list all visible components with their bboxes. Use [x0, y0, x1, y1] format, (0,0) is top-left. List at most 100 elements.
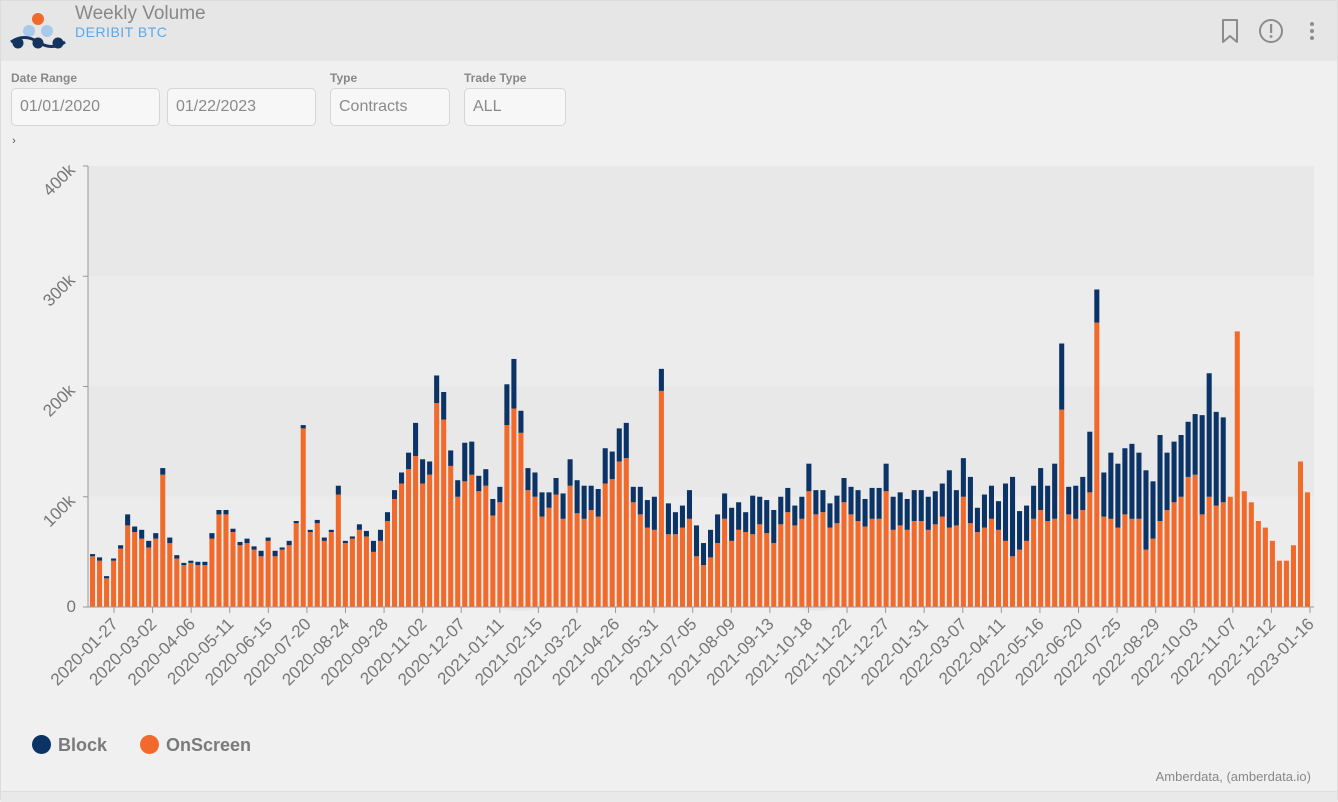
bar-onscreen[interactable]: [195, 565, 201, 607]
bar-onscreen[interactable]: [911, 521, 917, 607]
bar-onscreen[interactable]: [890, 529, 896, 607]
bar-onscreen[interactable]: [967, 523, 973, 607]
bar-onscreen[interactable]: [995, 529, 1002, 607]
bar-block[interactable]: [209, 533, 215, 539]
bar-onscreen[interactable]: [1206, 496, 1212, 607]
bar-block[interactable]: [1206, 373, 1212, 497]
legend-block-marker[interactable]: [32, 735, 51, 754]
bar-block[interactable]: [1199, 415, 1205, 515]
bar-onscreen[interactable]: [1255, 521, 1261, 607]
bar-onscreen[interactable]: [574, 513, 580, 607]
bar-onscreen[interactable]: [567, 485, 573, 607]
bar-block[interactable]: [279, 547, 285, 550]
bar-onscreen[interactable]: [1087, 492, 1093, 607]
bar-block[interactable]: [693, 525, 700, 557]
bar-block[interactable]: [658, 368, 664, 391]
bar-block[interactable]: [335, 485, 341, 495]
bar-block[interactable]: [855, 490, 861, 522]
bar-onscreen[interactable]: [504, 425, 510, 607]
bar-onscreen[interactable]: [876, 518, 882, 607]
type-select[interactable]: Contracts: [330, 88, 450, 126]
bar-block[interactable]: [1094, 289, 1100, 323]
bar-onscreen[interactable]: [1045, 521, 1051, 607]
bar-block[interactable]: [391, 490, 398, 499]
legend-onscreen-marker[interactable]: [140, 735, 159, 754]
bar-onscreen[interactable]: [722, 518, 728, 607]
bar-onscreen[interactable]: [616, 461, 622, 607]
bar-block[interactable]: [897, 492, 903, 526]
bar-block[interactable]: [560, 493, 566, 519]
bar-onscreen[interactable]: [785, 512, 791, 607]
bar-block[interactable]: [925, 496, 931, 530]
bar-block[interactable]: [1080, 476, 1086, 510]
bar-block[interactable]: [195, 561, 201, 566]
bar-block[interactable]: [202, 561, 208, 566]
bar-block[interactable]: [813, 490, 819, 515]
bar-onscreen[interactable]: [609, 479, 615, 607]
bar-block[interactable]: [651, 496, 657, 530]
bar-onscreen[interactable]: [848, 514, 854, 607]
bar-onscreen[interactable]: [406, 469, 412, 607]
bar-block[interactable]: [363, 530, 369, 537]
bar-onscreen[interactable]: [665, 534, 671, 607]
bar-block[interactable]: [1164, 452, 1170, 510]
bar-block[interactable]: [399, 472, 405, 484]
bar-onscreen[interactable]: [441, 419, 447, 607]
bar-block[interactable]: [960, 458, 966, 497]
bar-block[interactable]: [455, 480, 461, 497]
bar-onscreen[interactable]: [349, 538, 355, 607]
bar-block[interactable]: [785, 487, 791, 513]
bar-onscreen[interactable]: [111, 560, 117, 607]
bar-block[interactable]: [1059, 343, 1065, 410]
bar-block[interactable]: [216, 509, 222, 515]
trade-type-select[interactable]: ALL: [464, 88, 566, 126]
bar-block[interactable]: [911, 490, 917, 522]
bar-block[interactable]: [722, 493, 728, 519]
bar-onscreen[interactable]: [265, 540, 271, 607]
bar-block[interactable]: [701, 543, 707, 566]
bar-onscreen[interactable]: [672, 534, 678, 607]
bar-block[interactable]: [1024, 505, 1030, 541]
bar-block[interactable]: [567, 459, 573, 486]
bar-onscreen[interactable]: [932, 524, 938, 607]
bar-block[interactable]: [932, 491, 938, 525]
bar-block[interactable]: [539, 492, 545, 517]
bar-onscreen[interactable]: [1024, 540, 1030, 607]
bar-block[interactable]: [441, 392, 447, 420]
bar-onscreen[interactable]: [525, 490, 531, 607]
bar-block[interactable]: [623, 422, 629, 459]
bar-onscreen[interactable]: [708, 557, 714, 607]
bar-onscreen[interactable]: [1143, 549, 1149, 607]
bar-block[interactable]: [476, 475, 482, 492]
bar-onscreen[interactable]: [391, 498, 398, 607]
bar-onscreen[interactable]: [1010, 556, 1016, 607]
bar-onscreen[interactable]: [701, 565, 707, 607]
bar-block[interactable]: [953, 490, 959, 526]
bar-block[interactable]: [644, 500, 650, 528]
bar-onscreen[interactable]: [560, 518, 566, 607]
bar-block[interactable]: [377, 529, 383, 541]
bar-onscreen[interactable]: [279, 549, 285, 607]
bar-onscreen[interactable]: [658, 390, 664, 607]
bar-onscreen[interactable]: [1269, 540, 1275, 607]
bar-onscreen[interactable]: [518, 432, 524, 607]
bar-block[interactable]: [1213, 411, 1219, 506]
bar-onscreen[interactable]: [293, 523, 299, 607]
bar-onscreen[interactable]: [377, 540, 383, 607]
bar-block[interactable]: [469, 441, 475, 475]
bar-onscreen[interactable]: [1220, 502, 1226, 607]
bar-onscreen[interactable]: [1248, 502, 1254, 607]
bar-block[interactable]: [293, 521, 299, 524]
bar-onscreen[interactable]: [904, 529, 910, 607]
bar-onscreen[interactable]: [272, 556, 278, 607]
bar-onscreen[interactable]: [736, 529, 742, 607]
bar-onscreen[interactable]: [448, 465, 454, 607]
bar-onscreen[interactable]: [399, 483, 405, 607]
bar-block[interactable]: [743, 512, 749, 533]
bar-block[interactable]: [820, 490, 826, 513]
bar-onscreen[interactable]: [490, 515, 496, 607]
bar-onscreen[interactable]: [925, 529, 931, 607]
bar-onscreen[interactable]: [799, 518, 805, 607]
bar-onscreen[interactable]: [644, 527, 650, 607]
bar-onscreen[interactable]: [427, 474, 433, 607]
